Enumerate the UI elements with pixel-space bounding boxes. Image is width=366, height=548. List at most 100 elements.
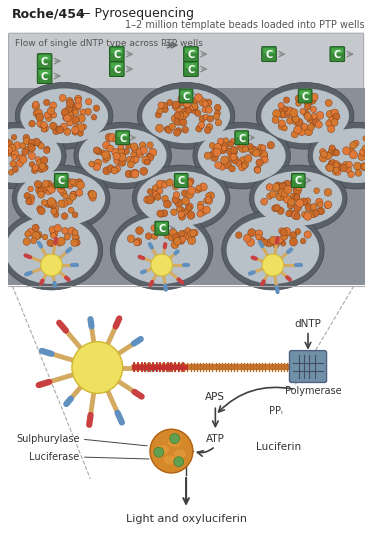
Circle shape — [179, 207, 184, 213]
Circle shape — [186, 105, 193, 112]
Circle shape — [278, 123, 285, 130]
Circle shape — [20, 142, 26, 149]
Circle shape — [47, 107, 55, 115]
Circle shape — [131, 170, 139, 178]
Circle shape — [221, 156, 229, 164]
Circle shape — [228, 141, 234, 147]
Text: Sulphurylase: Sulphurylase — [16, 434, 80, 444]
Circle shape — [290, 179, 296, 185]
Circle shape — [36, 141, 42, 147]
Circle shape — [50, 102, 57, 109]
Circle shape — [72, 129, 78, 135]
Circle shape — [38, 142, 44, 149]
Circle shape — [305, 99, 312, 107]
Circle shape — [66, 105, 72, 112]
Circle shape — [95, 148, 102, 155]
Circle shape — [49, 226, 56, 233]
Circle shape — [281, 193, 288, 201]
Circle shape — [49, 199, 57, 208]
Circle shape — [244, 155, 252, 162]
FancyBboxPatch shape — [157, 223, 167, 227]
Circle shape — [136, 227, 143, 235]
Circle shape — [287, 117, 294, 124]
Circle shape — [302, 123, 308, 130]
Ellipse shape — [17, 171, 105, 226]
Circle shape — [41, 254, 62, 276]
Circle shape — [75, 105, 80, 111]
Circle shape — [353, 140, 359, 146]
Circle shape — [284, 110, 291, 117]
Circle shape — [159, 210, 165, 217]
Circle shape — [86, 99, 92, 105]
Circle shape — [157, 188, 163, 194]
Circle shape — [43, 183, 51, 191]
Circle shape — [39, 163, 46, 169]
FancyBboxPatch shape — [37, 54, 52, 68]
Circle shape — [322, 152, 328, 158]
Circle shape — [176, 128, 182, 134]
Circle shape — [230, 139, 235, 145]
Circle shape — [235, 160, 242, 166]
Circle shape — [199, 116, 206, 122]
Circle shape — [236, 232, 242, 238]
Circle shape — [28, 143, 34, 150]
Circle shape — [306, 115, 312, 121]
Circle shape — [151, 189, 157, 195]
Circle shape — [315, 198, 323, 206]
Circle shape — [251, 146, 258, 153]
Circle shape — [30, 238, 37, 244]
Circle shape — [320, 149, 326, 155]
Circle shape — [119, 149, 127, 156]
Ellipse shape — [111, 210, 213, 290]
Circle shape — [36, 182, 42, 188]
Circle shape — [214, 104, 221, 111]
Circle shape — [51, 233, 56, 238]
Text: PPᵢ: PPᵢ — [269, 406, 283, 416]
Circle shape — [287, 209, 294, 216]
Ellipse shape — [137, 171, 225, 226]
Circle shape — [279, 106, 286, 113]
Circle shape — [183, 111, 189, 117]
Circle shape — [37, 206, 43, 212]
Circle shape — [57, 181, 62, 187]
Circle shape — [343, 147, 351, 155]
Circle shape — [190, 106, 197, 113]
Circle shape — [215, 119, 222, 126]
Circle shape — [80, 109, 86, 115]
Circle shape — [172, 196, 179, 203]
Circle shape — [149, 149, 157, 156]
Circle shape — [188, 186, 196, 195]
Circle shape — [164, 233, 169, 238]
Circle shape — [164, 200, 171, 208]
Circle shape — [93, 105, 100, 111]
Circle shape — [137, 150, 143, 158]
Circle shape — [16, 159, 23, 167]
Text: C: C — [302, 92, 309, 102]
Circle shape — [348, 147, 354, 153]
Circle shape — [64, 233, 70, 240]
Circle shape — [12, 155, 17, 160]
Ellipse shape — [0, 210, 102, 290]
Circle shape — [67, 118, 74, 126]
Text: — Pyrosequencing: — Pyrosequencing — [74, 7, 194, 20]
Circle shape — [184, 208, 190, 214]
Circle shape — [285, 107, 293, 115]
Circle shape — [291, 131, 298, 138]
Circle shape — [279, 111, 286, 118]
Circle shape — [63, 178, 70, 185]
Circle shape — [42, 164, 48, 171]
Circle shape — [118, 153, 126, 161]
FancyBboxPatch shape — [39, 55, 50, 60]
Circle shape — [320, 154, 327, 162]
Circle shape — [172, 102, 180, 111]
Circle shape — [358, 153, 366, 161]
Circle shape — [329, 116, 335, 122]
Circle shape — [174, 456, 184, 467]
Circle shape — [179, 210, 186, 218]
Circle shape — [277, 189, 283, 195]
Circle shape — [44, 112, 51, 118]
Circle shape — [58, 182, 65, 189]
Circle shape — [108, 134, 116, 142]
Circle shape — [58, 200, 65, 207]
Circle shape — [226, 148, 232, 155]
